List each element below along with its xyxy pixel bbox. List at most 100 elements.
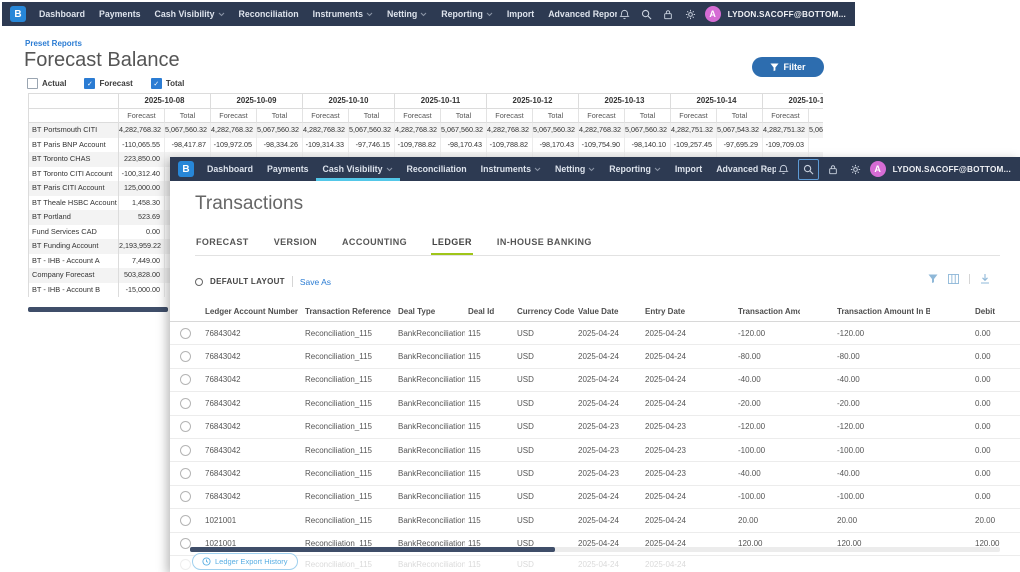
nav-item-reporting[interactable]: Reporting [602,157,668,181]
download-icon[interactable] [980,274,990,284]
row-radio[interactable] [179,514,191,526]
column-header-date: 2025-10-15 [763,93,823,109]
value-cell [809,138,823,153]
cell: 120.00 [837,539,862,549]
nav-item-reconciliation[interactable]: Reconciliation [232,2,306,26]
column-header: Value Date [578,306,619,316]
search-icon[interactable] [797,158,819,180]
nav-item-cash-visibility[interactable]: Cash Visibility [315,157,400,181]
cell: 76843042 [205,422,241,432]
lock-icon[interactable] [826,162,841,177]
nav-item-advanced-reporting[interactable]: Advanced Reporting [709,157,775,181]
nav-item-advanced-reporting[interactable]: Advanced Reporting [541,2,616,26]
cell: 2025-04-24 [578,492,619,502]
cell: Reconciliation_115 [305,398,373,408]
table-row: 76843042 Reconciliation_115 BankReconcilia… [170,345,1020,369]
column-subheader: Forecast [763,109,809,123]
nav-item-dashboard[interactable]: Dashboard [200,157,260,181]
row-radio[interactable] [179,538,191,550]
column-subheader: Total [625,109,671,123]
cell: USD [517,352,534,362]
checkbox-forecast[interactable]: ✓ Forecast [84,78,133,89]
gear-icon[interactable] [683,7,698,22]
nav-item-cash-visibility[interactable]: Cash Visibility [148,2,232,26]
avatar-letter: A [874,164,881,174]
column-header-date: 2025-10-09 [211,93,303,109]
app-logo[interactable]: B [178,161,194,177]
user-name[interactable]: LYDON.SACOFF@BOTTOM... [892,164,1011,174]
navbar-actions: A LYDON.SACOFF@BOTTOM... [617,6,855,22]
default-layout-selector[interactable]: DEFAULT LAYOUT [210,277,285,286]
cell: 0.00 [975,398,991,408]
column-header-date: 2025-10-12 [487,93,579,109]
bell-icon[interactable] [617,7,632,22]
lock-icon[interactable] [661,7,676,22]
row-radio[interactable] [179,491,191,503]
cell: 1021001 [205,515,237,525]
tab-version[interactable]: VERSION [273,237,318,247]
checkbox-box[interactable]: ✓ [150,78,162,89]
bell-icon[interactable] [776,162,791,177]
nav-item-payments[interactable]: Payments [92,2,148,26]
column-chooser-icon[interactable] [948,274,959,284]
nav-item-netting[interactable]: Netting [380,2,434,26]
nav-item-label: Advanced Reporting [716,164,776,174]
table-row: 1021001 Reconciliation_115 BankReconciliat… [170,533,1020,556]
checkbox-box[interactable]: ✓ [84,78,96,89]
row-radio[interactable] [179,397,191,409]
nav-item-reconciliation[interactable]: Reconciliation [400,157,474,181]
row-radio[interactable] [179,351,191,363]
horizontal-scrollbar-thumb[interactable] [190,547,555,552]
nav-item-payments[interactable]: Payments [260,157,316,181]
column-header: Entry Date [645,306,686,316]
row-radio[interactable] [179,374,191,386]
cell: USD [517,539,534,549]
radio-cell [170,392,200,414]
value-cell: 0.00 [119,224,165,239]
checkbox-actual[interactable]: Actual [27,78,66,89]
ledger-export-history-button[interactable]: Ledger Export History [192,553,298,570]
row-radio[interactable] [179,421,191,433]
search-icon[interactable] [639,7,654,22]
cell: 2025-04-24 [578,539,619,549]
cell: 115 [468,328,481,338]
nav-item-import[interactable]: Import [500,2,541,26]
avatar[interactable]: A [869,161,886,177]
nav-item-reporting[interactable]: Reporting [434,2,500,26]
breadcrumb[interactable]: Preset Reports [25,39,82,48]
radio-cell [170,439,200,461]
checkbox-box[interactable] [27,78,38,89]
cell: 115 [468,375,481,385]
row-radio[interactable] [179,444,191,456]
column-header: Deal Id [468,306,495,316]
app-logo[interactable]: B [10,6,26,22]
horizontal-scrollbar-thumb[interactable] [28,307,168,312]
value-cell: -15,000.00 [119,282,165,297]
nav-item-import[interactable]: Import [668,157,709,181]
cell: 2025-04-24 [645,559,686,569]
row-radio[interactable] [179,468,191,480]
tab-ledger[interactable]: LEDGER [431,237,473,255]
nav-item-instruments[interactable]: Instruments [306,2,380,26]
save-as-link[interactable]: Save As [299,276,332,287]
cell: 0.00 [975,328,991,338]
tab-accounting[interactable]: ACCOUNTING [342,237,408,247]
row-radio[interactable] [179,327,191,339]
cell: -100.00 [837,492,865,502]
table-row: 76843042 Reconciliation_115 BankReconcilia… [170,392,1020,416]
table-row: 76843042 Reconciliation_115 BankReconcilia… [170,462,1020,486]
nav-item-netting[interactable]: Netting [548,157,602,181]
gear-icon[interactable] [848,162,863,177]
filter-icon[interactable] [928,274,938,284]
nav-item-dashboard[interactable]: Dashboard [32,2,92,26]
filter-button[interactable]: Filter [752,57,824,77]
checkbox-label: Forecast [99,79,133,88]
checkbox-total[interactable]: ✓ Total [150,78,184,89]
row-radio[interactable] [179,558,191,570]
user-name[interactable]: LYDON.SACOFF@BOTTOM... [727,9,846,19]
value-cell: -98,417.87 [165,137,211,152]
nav-item-instruments[interactable]: Instruments [474,157,548,181]
tab-in-house-banking[interactable]: IN-HOUSE BANKING [496,237,592,247]
avatar[interactable]: A [704,6,721,22]
tab-forecast[interactable]: FORECAST [196,237,249,247]
